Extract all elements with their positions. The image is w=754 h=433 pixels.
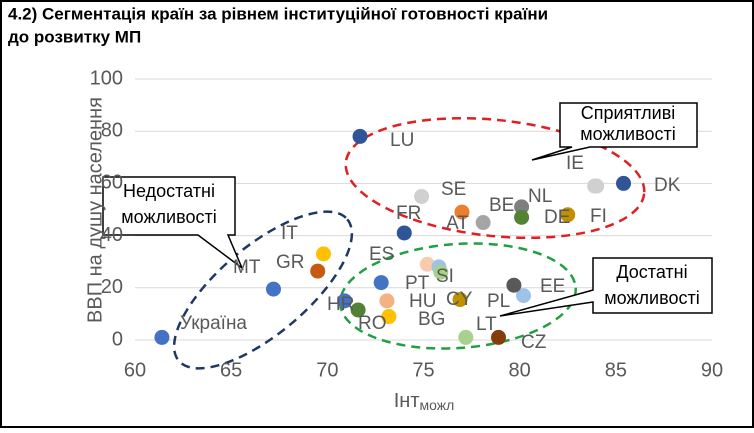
point: [337, 293, 353, 309]
point-label: RO: [358, 313, 387, 334]
y-tick-label: 20: [101, 276, 123, 298]
point: [616, 175, 632, 191]
point-label: AT: [446, 213, 469, 234]
point-label: EE: [540, 276, 565, 297]
x-tick-label: 75: [412, 359, 434, 381]
point-label: SI: [436, 266, 454, 287]
point: [315, 246, 331, 262]
y-tick-label: 100: [90, 67, 123, 89]
chart-title: до розвитку МП: [8, 27, 141, 46]
ellipse: [344, 116, 646, 240]
points: [154, 128, 632, 345]
point-label: LU: [390, 130, 414, 151]
chart-title: 4.2) Сегментація країн за рівнем інститу…: [8, 4, 548, 23]
point: [433, 264, 449, 280]
point: [491, 329, 507, 345]
point-label: IT: [281, 223, 298, 244]
y-tick-label: 0: [112, 328, 123, 350]
y-axis-label: ВВП на душу населення: [84, 97, 106, 323]
point-label: PL: [487, 291, 510, 312]
point: [352, 128, 368, 144]
point-label: BE: [489, 195, 514, 216]
point: [419, 256, 435, 272]
annotation: Недостатні: [123, 181, 215, 201]
callout-box: [499, 257, 713, 317]
point: [381, 309, 397, 325]
point-label: ES: [369, 244, 394, 265]
annotation: Сприятливі: [581, 103, 676, 123]
callout-box: [102, 176, 244, 271]
y-tick-label: 40: [101, 224, 123, 246]
point: [560, 207, 576, 223]
point: [452, 292, 468, 308]
x-tick-label: 80: [509, 359, 531, 381]
x-tick-label: 85: [605, 359, 627, 381]
callout-box: [531, 102, 698, 161]
point-label: BG: [418, 309, 445, 330]
point: [350, 302, 366, 318]
callouts: Сприятливі можливості Недостатні можливо…: [102, 102, 713, 317]
point-label: NL: [528, 186, 552, 207]
point-label: IE: [566, 153, 584, 174]
point: [458, 329, 474, 345]
x-label-sub: можл: [419, 397, 454, 413]
annotation: можливості: [121, 207, 216, 227]
y-tick-label: 80: [101, 119, 123, 141]
point-label: Україна: [180, 313, 247, 334]
point: [379, 293, 395, 309]
point: [414, 188, 430, 204]
annotation: можливості: [604, 288, 699, 308]
annotation: Достатні: [616, 262, 687, 282]
point: [516, 288, 532, 304]
point-label: HU: [409, 291, 436, 312]
point-label: DE: [544, 207, 570, 228]
point: [396, 225, 412, 241]
point: [373, 275, 389, 291]
point: [265, 281, 281, 297]
y-tick-label: 60: [101, 172, 123, 194]
point: [514, 199, 530, 215]
point: [454, 204, 470, 220]
point-label: FI: [590, 206, 607, 227]
point-label: CY: [446, 289, 473, 310]
point-label: SE: [441, 179, 466, 200]
x-tick-label: 70: [316, 359, 338, 381]
point-label: PT: [405, 273, 430, 294]
point: [514, 209, 530, 225]
point-label: DK: [654, 175, 681, 196]
point: [475, 215, 491, 231]
point-label: HR: [327, 294, 354, 315]
point-label: FR: [396, 203, 421, 224]
x-tick-label: 90: [701, 359, 723, 381]
point-label: GR: [276, 252, 305, 273]
x-tick-label: 65: [220, 359, 242, 381]
point: [310, 263, 326, 279]
annotation: можливості: [580, 124, 675, 144]
point-label: CZ: [521, 332, 547, 353]
point-label: LT: [476, 314, 497, 335]
point: [154, 329, 170, 345]
point: [589, 178, 605, 194]
point-label: MT: [233, 257, 261, 278]
point: [506, 277, 522, 293]
x-tick-label: 60: [124, 359, 146, 381]
x-label-main: Інт: [394, 390, 420, 412]
x-axis-label: Інтможл: [394, 390, 455, 412]
